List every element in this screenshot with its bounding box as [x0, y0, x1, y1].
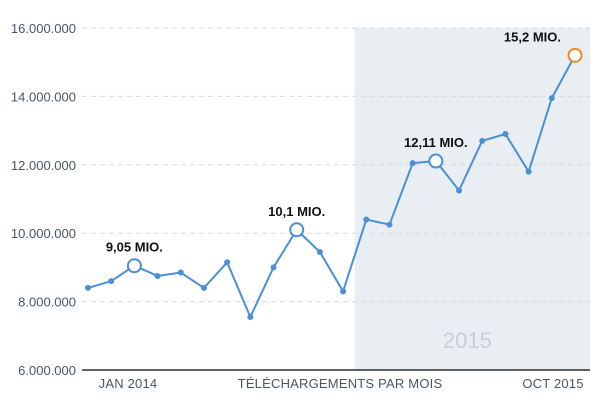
- series-line: [87, 54, 576, 318]
- highlight-point: [289, 222, 305, 238]
- data-point: [548, 95, 555, 102]
- data-point: [409, 160, 416, 167]
- data-point: [456, 187, 463, 194]
- shaded-period-label: 2015: [443, 328, 492, 353]
- y-tick-label: 8.000.000: [18, 295, 76, 310]
- x-start-label: JAN 2014: [99, 376, 158, 391]
- y-tick-label: 12.000.000: [11, 158, 76, 173]
- data-point: [502, 131, 509, 138]
- data-point: [479, 137, 486, 144]
- annotation-layer: 9,05 MIO. 10,1 MIO. 12,11 MIO. 15,2 MIO.: [106, 29, 583, 274]
- grid-lines: [82, 27, 590, 303]
- data-point: [316, 249, 323, 256]
- data-point: [108, 278, 115, 285]
- y-tick-label: 6.000.000: [18, 363, 76, 378]
- highlight-point: [567, 47, 583, 63]
- data-point: [224, 259, 231, 266]
- data-label: 10,1 MIO.: [268, 204, 325, 219]
- data-point: [177, 269, 184, 276]
- y-axis-tick-labels: 6.000.000 8.000.000 10.000.000 12.000.000 14…: [11, 21, 76, 378]
- data-point: [340, 288, 347, 295]
- data-label: 9,05 MIO.: [106, 240, 163, 255]
- data-point: [200, 284, 207, 291]
- data-point: [363, 216, 370, 223]
- highlight-point: [428, 153, 444, 169]
- shaded-period-2015: [354, 28, 590, 370]
- x-axis-label: TÉLÉCHARGEMENTS PAR MOIS: [238, 376, 443, 391]
- x-end-label: OCT 2015: [522, 376, 583, 391]
- data-label: 15,2 MIO.: [504, 29, 561, 44]
- data-label: 12,11 MIO.: [404, 135, 468, 150]
- highlight-point: [126, 258, 142, 274]
- data-point: [525, 168, 532, 175]
- y-tick-label: 16.000.000: [11, 21, 76, 36]
- y-tick-label: 14.000.000: [11, 89, 76, 104]
- data-point: [270, 264, 277, 271]
- data-point: [247, 313, 254, 320]
- data-point: [386, 221, 393, 228]
- data-point: [85, 284, 91, 291]
- data-point: [154, 272, 161, 279]
- series-layer: [85, 54, 576, 320]
- y-tick-label: 10.000.000: [11, 226, 76, 241]
